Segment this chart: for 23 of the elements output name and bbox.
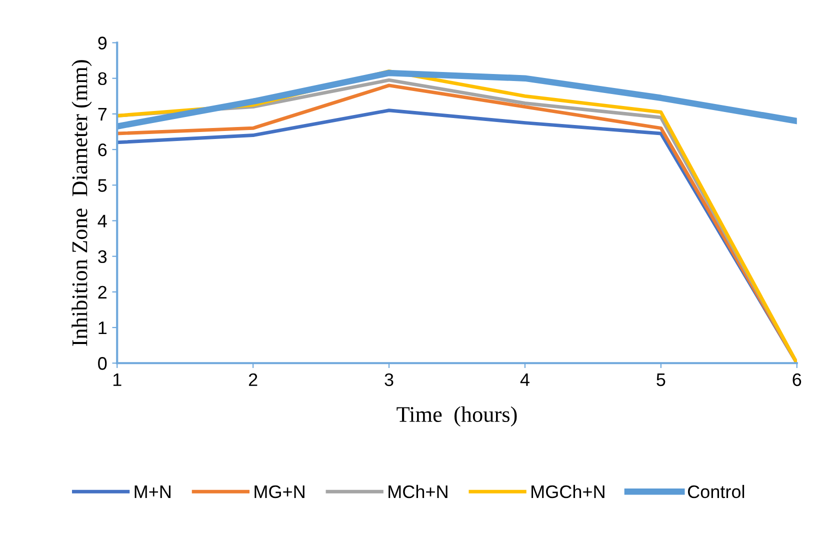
y-tick-label: 6 <box>98 143 107 156</box>
y-tick-label: 0 <box>98 357 107 370</box>
y-tick-label: 3 <box>98 250 107 264</box>
y-tick-label: 1 <box>98 322 107 334</box>
x-axis-title: Time (hours) <box>396 406 517 426</box>
legend-label: M+N <box>134 486 170 498</box>
y-axis-title: Inhibition Zone Diameter (mm) <box>72 60 92 346</box>
x-tick-label: 4 <box>520 374 530 386</box>
y-tick-label: 4 <box>98 214 107 228</box>
legend-label: MG+N <box>254 485 304 498</box>
x-tick-label: 5 <box>656 374 666 386</box>
x-tick-label: 1 <box>113 374 122 386</box>
y-tick-label: 7 <box>98 108 106 120</box>
x-tick-label: 6 <box>792 373 802 386</box>
legend-label: MGCh+N <box>532 484 604 498</box>
y-tick-label: 8 <box>98 72 107 86</box>
x-tick-label: 3 <box>384 373 394 386</box>
x-tick-label: 2 <box>248 373 258 386</box>
y-tick-label: 5 <box>98 179 107 192</box>
y-tick-label: 9 <box>98 36 107 50</box>
y-tick-label: 2 <box>98 286 106 298</box>
legend-label: MCh+N <box>388 484 448 498</box>
legend-label: Control <box>688 484 744 498</box>
